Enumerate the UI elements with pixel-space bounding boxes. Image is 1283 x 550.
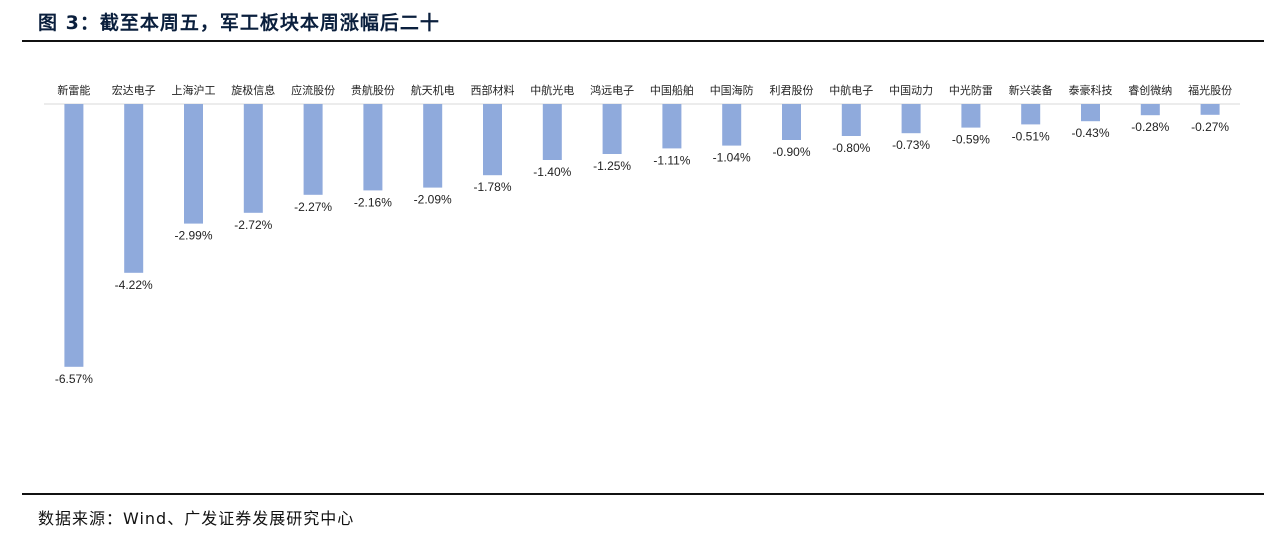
value-label: -0.73% bbox=[892, 138, 930, 152]
category-label: 旋极信息 bbox=[231, 83, 275, 97]
value-label: -1.04% bbox=[713, 151, 751, 165]
value-label: -2.72% bbox=[234, 218, 272, 232]
bar bbox=[901, 104, 921, 134]
category-label: 西部材料 bbox=[471, 83, 515, 97]
value-label: -1.78% bbox=[473, 180, 511, 194]
category-label: 新雷能 bbox=[57, 83, 90, 97]
value-label: -4.22% bbox=[115, 278, 153, 292]
bar bbox=[542, 104, 562, 160]
bottom-rule bbox=[22, 493, 1264, 495]
bar bbox=[303, 104, 323, 195]
value-label: -0.43% bbox=[1071, 126, 1109, 140]
value-label: -1.25% bbox=[593, 159, 631, 173]
bar bbox=[483, 104, 502, 176]
category-label: 中国船舶 bbox=[650, 83, 694, 97]
bar bbox=[722, 104, 742, 146]
category-label: 中航光电 bbox=[530, 83, 574, 97]
bar bbox=[662, 104, 682, 149]
value-label: -2.27% bbox=[294, 200, 332, 214]
bar bbox=[602, 104, 622, 154]
bar bbox=[961, 104, 981, 128]
value-label: -2.16% bbox=[354, 195, 392, 209]
value-label: -0.27% bbox=[1191, 120, 1229, 134]
category-label: 中航电子 bbox=[829, 83, 873, 97]
bar bbox=[1200, 104, 1220, 115]
bar bbox=[423, 104, 443, 188]
category-label: 上海沪工 bbox=[172, 83, 216, 97]
category-label: 中国海防 bbox=[710, 83, 754, 97]
bar bbox=[782, 104, 801, 140]
bar bbox=[1081, 104, 1100, 122]
category-label: 泰豪科技 bbox=[1069, 83, 1113, 97]
category-label: 中光防雷 bbox=[949, 83, 993, 97]
category-label: 应流股份 bbox=[291, 83, 335, 97]
category-label: 睿创微纳 bbox=[1128, 83, 1172, 97]
bar bbox=[243, 104, 263, 213]
source-note: 数据来源：Wind、广发证券发展研究中心 bbox=[38, 509, 355, 528]
category-label: 中国动力 bbox=[889, 84, 933, 97]
value-label: -1.11% bbox=[653, 153, 690, 167]
category-label: 新兴装备 bbox=[1009, 83, 1053, 97]
value-label: -0.28% bbox=[1131, 120, 1169, 134]
bar bbox=[1021, 104, 1041, 125]
value-label: -2.09% bbox=[414, 193, 452, 207]
top-rule bbox=[22, 40, 1264, 42]
category-label: 宏达电子 bbox=[112, 83, 156, 97]
bar bbox=[124, 104, 144, 273]
value-label: -6.57% bbox=[55, 372, 93, 386]
bar-chart: 新雷能 -6.57% 宏达电子 -4.22% 上海沪工 -2.99% 旋极信息 -2.72% 应… bbox=[44, 83, 1240, 386]
value-label: -0.59% bbox=[952, 133, 990, 147]
bar bbox=[184, 104, 203, 224]
value-label: -0.51% bbox=[1012, 129, 1050, 143]
value-label: -0.90% bbox=[772, 145, 810, 159]
value-label: -1.40% bbox=[533, 165, 571, 179]
category-label: 贵航股份 bbox=[351, 83, 395, 97]
category-label: 鸿远电子 bbox=[590, 83, 634, 97]
value-label: -2.99% bbox=[174, 229, 212, 243]
bar bbox=[363, 104, 383, 191]
figure-title: 图 3：截至本周五，军工板块本周涨幅后二十 bbox=[38, 12, 440, 34]
category-label: 利君股份 bbox=[770, 84, 814, 97]
bar bbox=[64, 104, 84, 367]
bar bbox=[1140, 104, 1160, 116]
bar bbox=[841, 104, 861, 136]
category-label: 航天机电 bbox=[411, 83, 455, 97]
value-label: -0.80% bbox=[832, 141, 870, 155]
category-label: 福光股份 bbox=[1188, 83, 1232, 97]
